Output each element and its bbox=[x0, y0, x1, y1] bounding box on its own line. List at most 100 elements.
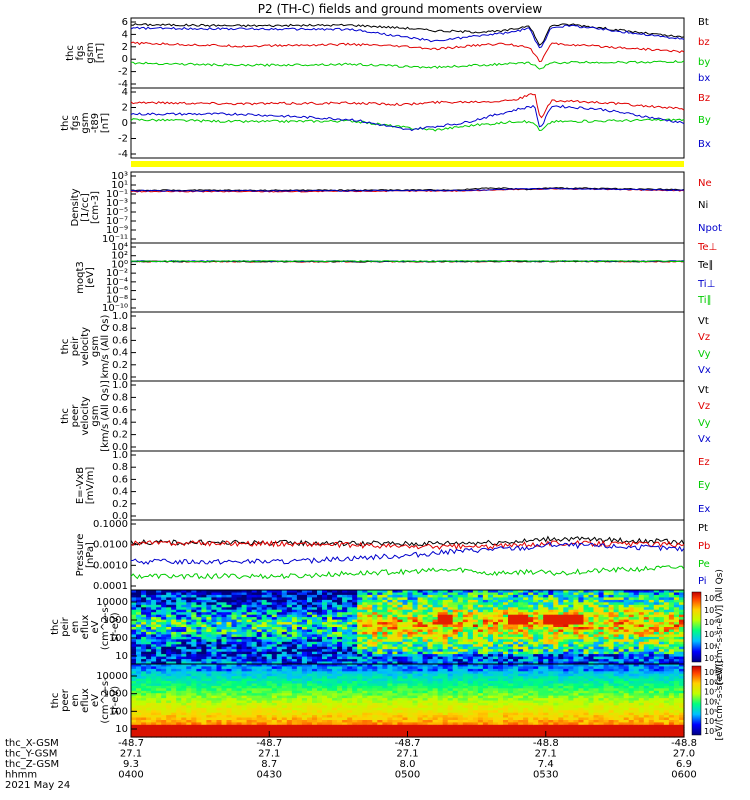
heatmap-cell bbox=[412, 612, 419, 616]
heatmap-cell bbox=[201, 654, 207, 658]
heatmap-cell bbox=[211, 656, 217, 660]
heatmap-cell bbox=[206, 664, 212, 667]
heatmap-cell bbox=[146, 676, 152, 680]
heatmap-cell bbox=[322, 634, 328, 638]
heatmap-cell bbox=[256, 636, 263, 640]
heatmap-cell bbox=[141, 639, 147, 643]
heatmap-cell bbox=[236, 710, 243, 714]
heatmap-cell bbox=[286, 594, 293, 598]
y-axis-label: [nPa] bbox=[85, 542, 96, 568]
legend-label: Pt bbox=[698, 523, 708, 534]
heatmap-cell bbox=[462, 607, 469, 611]
heatmap-cell bbox=[362, 617, 368, 621]
heatmap-cell bbox=[201, 676, 207, 680]
heatmap-cell bbox=[563, 636, 569, 640]
heatmap-cell bbox=[518, 624, 524, 628]
heatmap-cell bbox=[151, 685, 157, 689]
heatmap-cell bbox=[327, 629, 333, 633]
heatmap-cell bbox=[246, 617, 253, 621]
heatmap-cell bbox=[598, 590, 605, 594]
heatmap-cell bbox=[206, 592, 212, 596]
heatmap-cell bbox=[322, 631, 328, 635]
heatmap-cell bbox=[332, 597, 338, 601]
heatmap-cell bbox=[472, 661, 479, 665]
heatmap-cell bbox=[392, 644, 398, 648]
heatmap-cell bbox=[332, 707, 338, 711]
heatmap-cell bbox=[201, 649, 207, 653]
heatmap-cell bbox=[372, 604, 378, 608]
heatmap-cell bbox=[166, 727, 172, 731]
heatmap-cell bbox=[181, 690, 187, 694]
heatmap-cell bbox=[216, 590, 223, 594]
heatmap-cell bbox=[271, 631, 278, 635]
heatmap-cell bbox=[412, 654, 419, 658]
heatmap-cell bbox=[493, 636, 499, 640]
heatmap-cell bbox=[301, 639, 308, 643]
heatmap-cell bbox=[402, 597, 409, 601]
heatmap-cell bbox=[508, 631, 514, 635]
heatmap-cell bbox=[176, 734, 182, 738]
heatmap-cell bbox=[643, 622, 650, 626]
heatmap-cell bbox=[538, 604, 544, 608]
heatmap-cell bbox=[251, 651, 258, 655]
heatmap-cell bbox=[573, 656, 579, 660]
heatmap-cell bbox=[372, 702, 378, 706]
heatmap-cell bbox=[201, 671, 207, 675]
heatmap-cell bbox=[266, 590, 273, 594]
heatmap-cell bbox=[241, 609, 248, 613]
heatmap-cell bbox=[357, 705, 363, 709]
heatmap-cell bbox=[342, 654, 348, 658]
heatmap-cell bbox=[136, 732, 142, 736]
heatmap-cell bbox=[166, 599, 172, 603]
heatmap-cell bbox=[181, 666, 187, 670]
heatmap-cell bbox=[191, 722, 197, 726]
heatmap-cell bbox=[578, 594, 584, 598]
heatmap-cell bbox=[583, 599, 590, 603]
heatmap-cell bbox=[296, 646, 303, 650]
heatmap-cell bbox=[216, 700, 223, 704]
heatmap-cell bbox=[653, 607, 660, 611]
heatmap-cell bbox=[588, 651, 595, 655]
heatmap-cell bbox=[256, 649, 263, 653]
heatmap-cell bbox=[261, 685, 268, 689]
y-axis-label: gsm bbox=[80, 112, 91, 133]
heatmap-cell bbox=[613, 609, 620, 613]
heatmap-cell bbox=[548, 624, 554, 628]
heatmap-cell bbox=[146, 592, 152, 596]
heatmap-cell bbox=[518, 651, 524, 655]
heatmap-cell bbox=[286, 720, 293, 723]
heatmap-cell bbox=[668, 659, 675, 663]
heatmap-cell bbox=[276, 594, 283, 598]
heatmap-cell bbox=[372, 724, 378, 728]
panel-frame bbox=[130, 87, 685, 159]
heatmap-cell bbox=[472, 656, 479, 660]
heatmap-cell bbox=[281, 664, 288, 667]
heatmap-cell bbox=[628, 634, 635, 638]
heatmap-cell bbox=[493, 659, 499, 663]
heatmap-cell bbox=[231, 604, 238, 608]
heatmap-cell bbox=[608, 617, 615, 621]
heatmap-cell bbox=[513, 619, 519, 623]
legend-label: Ez bbox=[698, 457, 710, 468]
heatmap-cell bbox=[246, 661, 253, 665]
heatmap-cell bbox=[653, 619, 660, 623]
heatmap-cell bbox=[241, 732, 248, 736]
heatmap-cell bbox=[221, 727, 228, 731]
heatmap-cell bbox=[342, 700, 348, 704]
heatmap-cell bbox=[301, 671, 308, 675]
heatmap-cell bbox=[598, 656, 605, 660]
heatmap-cell bbox=[322, 619, 328, 623]
heatmap-cell bbox=[236, 681, 243, 684]
heatmap-cell bbox=[307, 627, 313, 631]
heatmap-cell bbox=[236, 729, 243, 733]
heatmap-cell bbox=[181, 717, 187, 721]
heatmap-cell bbox=[337, 712, 343, 716]
heatmap-cell bbox=[357, 659, 363, 663]
heatmap-cell bbox=[332, 715, 338, 719]
heatmap-cell bbox=[176, 717, 182, 721]
heatmap-cell bbox=[216, 646, 223, 650]
heatmap-cell bbox=[186, 661, 192, 665]
heatmap-cell bbox=[246, 631, 253, 635]
heatmap-cell bbox=[387, 614, 393, 618]
heatmap-cell bbox=[658, 622, 665, 626]
